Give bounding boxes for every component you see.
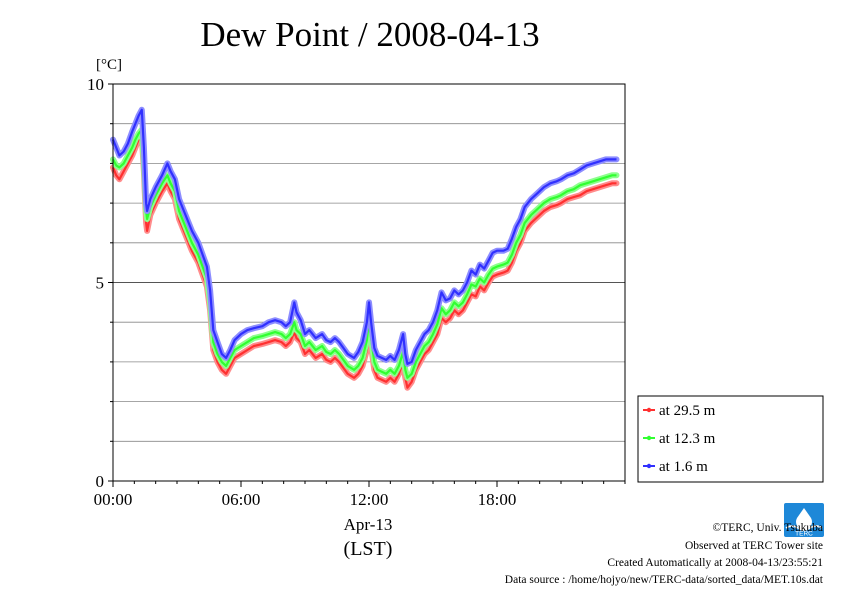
credit-source: Data source : /home/hojyo/new/TERC-data/… [505,574,824,586]
x-tick-label: 00:00 [94,490,133,509]
credit-created: Created Automatically at 2008-04-13/23:5… [607,557,823,569]
x-tick-label: 06:00 [222,490,261,509]
legend-box [637,395,824,483]
legend-marker-at-1-6-m [646,463,652,469]
x-date-label: Apr-13 [344,515,393,534]
water-drop-icon [795,508,812,530]
x-axis-label: (LST) [344,538,393,560]
chart-title: Dew Point / 2008-04-13 [200,15,539,54]
wave-icon [785,525,823,531]
series-layer [110,106,620,391]
credit-copyright: ©TERC, Univ. Tsukuba [713,522,823,534]
legend-marker-at-12-3-m [646,435,652,441]
terc-logo: TERC [784,503,824,538]
y-unit-label: [°C] [96,57,122,73]
y-tick-label: 0 [96,472,105,491]
legend-label-at-12-3-m: at 12.3 m [659,431,716,447]
y-tick-label: 10 [87,75,104,94]
legend-label-at-29-5-m: at 29.5 m [659,403,716,419]
axes: 0 5 10 00:00 06:00 12:00 18:00 [87,75,626,509]
legend-label-at-1-6-m: at 1.6 m [659,459,708,475]
y-tick-label: 5 [96,274,105,293]
grid-lines [113,123,625,442]
series-line-at-12-3-m [112,128,617,379]
credit-observed: Observed at TERC Tower site [685,540,823,552]
x-tick-label: 18:00 [478,490,517,509]
legend-marker-at-29-5-m [646,407,652,413]
logo-text: TERC [795,531,813,538]
x-tick-label: 12:00 [350,490,389,509]
series-line-at-1-6-m [111,108,617,365]
legend: at 29.5 m at 12.3 m at 1.6 m [637,395,824,483]
